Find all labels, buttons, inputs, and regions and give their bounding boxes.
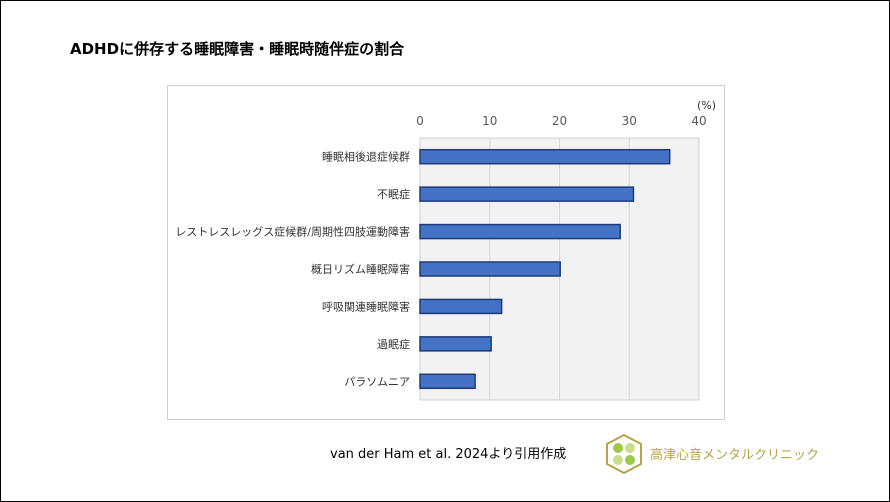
bar (419, 373, 476, 390)
bar (419, 261, 561, 277)
clinic-logo-icon (606, 433, 642, 475)
x-tick-label: 10 (482, 114, 497, 128)
bar (419, 148, 671, 165)
category-label: 不眠症 (377, 187, 410, 201)
x-tick-label: 20 (552, 114, 567, 128)
category-label: パラソムニア (344, 375, 410, 388)
category-label: 概日リズム睡眠障害 (311, 262, 410, 276)
clinic-name: 高津心音メンタルクリニック (650, 448, 820, 463)
bar (419, 186, 635, 202)
category-label: 睡眠相後退症候群 (322, 150, 410, 164)
category-label: レストレスレッグス症候群/周期性四肢運動障害 (175, 225, 410, 239)
citation: van der Ham et al. 2024より引用作成 (330, 447, 567, 462)
bar (419, 223, 621, 240)
x-tick-label: 40 (691, 114, 706, 128)
category-label: 呼吸関連睡眠障害 (322, 299, 410, 313)
page-title: ADHDに併存する睡眠障害・睡眠時随伴症の割合 (70, 40, 405, 58)
category-label: 過眠症 (377, 337, 410, 351)
x-tick-label: 0 (416, 114, 424, 128)
x-tick-label: 30 (622, 114, 637, 128)
unit-label: (%) (697, 99, 716, 112)
bar (419, 336, 492, 352)
bar (419, 298, 503, 315)
